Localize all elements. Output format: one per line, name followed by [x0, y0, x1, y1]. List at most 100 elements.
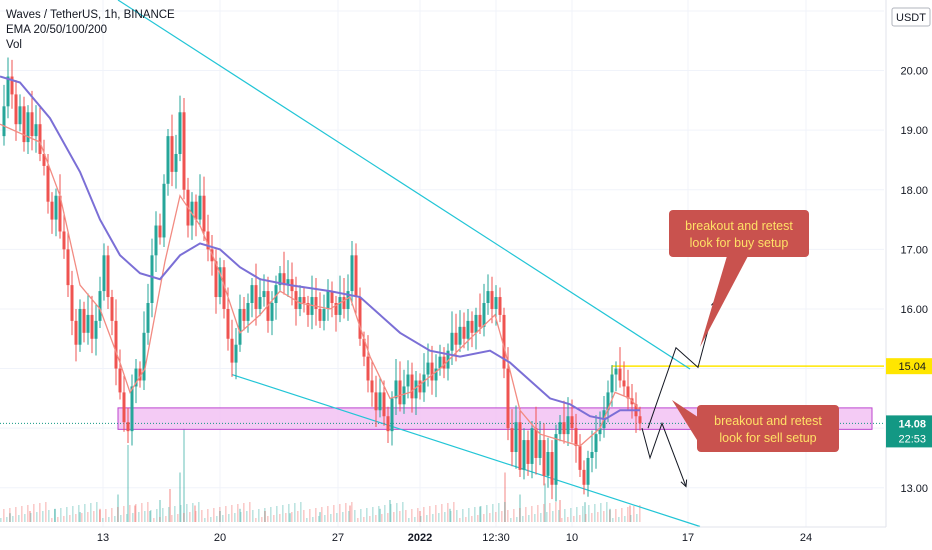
volume-bar: [54, 508, 56, 522]
volume-bar: [258, 509, 260, 522]
candle: [622, 380, 626, 387]
candle: [130, 386, 134, 432]
candle: [330, 291, 334, 303]
volume-bar: [153, 518, 155, 522]
upper-trendline[interactable]: [117, 0, 691, 370]
time-tick-label: 10: [566, 532, 578, 544]
candle: [366, 356, 370, 381]
candle: [246, 303, 250, 321]
volume-bar: [396, 503, 398, 522]
candle: [10, 76, 14, 95]
candle: [302, 297, 306, 303]
volume-bar: [123, 506, 125, 522]
candle: [66, 249, 70, 286]
lower-trendline[interactable]: [231, 373, 701, 528]
time-axis[interactable]: [0, 527, 886, 550]
volume-bar: [159, 500, 161, 522]
volume-bar: [624, 516, 626, 522]
sell-callout[interactable]: breakout and retest look for sell setup: [672, 400, 839, 452]
price-tick-label: 13.00: [900, 483, 928, 495]
volume-bar: [134, 505, 136, 522]
volume-bar: [267, 516, 269, 522]
volume-bar: [300, 502, 302, 522]
candle: [522, 440, 526, 470]
price-tick-label: 19.00: [900, 125, 928, 137]
volume-bar: [108, 517, 110, 522]
volume-bar: [69, 515, 71, 522]
volume-bar: [471, 516, 473, 522]
volume-bar: [96, 502, 98, 522]
candle: [146, 303, 150, 333]
volume-bar: [225, 506, 227, 522]
candle: [118, 368, 122, 393]
candle: [362, 338, 366, 357]
volume-bar: [231, 505, 233, 522]
volume-bar: [90, 503, 92, 522]
volume-bar: [528, 515, 530, 522]
candle: [14, 94, 18, 125]
volume-bar: [588, 505, 590, 522]
volume-bar: [369, 516, 371, 522]
volume-bar: [111, 508, 113, 522]
candle: [390, 398, 394, 432]
volume-bar: [513, 509, 515, 522]
buy-callout[interactable]: breakout and retest look for buy setup: [669, 210, 809, 347]
candle: [138, 368, 142, 381]
candle: [490, 291, 494, 309]
volume-bar: [519, 494, 521, 522]
volume-bar: [582, 506, 584, 522]
volume-bar: [612, 518, 614, 522]
volume-bar: [483, 514, 485, 522]
volume-bar: [474, 507, 476, 522]
candle: [414, 380, 418, 399]
volume-bar: [438, 513, 440, 522]
volume-bar: [606, 502, 608, 522]
candle: [238, 308, 242, 345]
current-price-badge: [886, 415, 932, 448]
candle: [558, 422, 562, 435]
volume-bar: [411, 509, 413, 522]
volume-bar: [479, 506, 481, 522]
volume-bar: [546, 512, 548, 522]
indicator-ema-label[interactable]: EMA 20/50/100/200: [6, 24, 108, 36]
volume-bar: [60, 508, 62, 522]
indicator-volume-label[interactable]: Vol: [6, 39, 22, 51]
price-axis[interactable]: [886, 0, 932, 550]
candle: [234, 344, 238, 363]
ema-fast-line[interactable]: [0, 123, 641, 447]
candle: [550, 452, 554, 485]
volume-bar: [372, 507, 374, 522]
volume-bar: [63, 516, 65, 522]
volume-bar: [315, 508, 317, 522]
candle: [358, 297, 362, 339]
candle: [342, 297, 346, 309]
volume-bar: [504, 472, 506, 522]
candle: [578, 446, 582, 470]
volume-bar: [127, 445, 129, 522]
chart-title[interactable]: Waves / TetherUS, 1h, BINANCE: [6, 9, 175, 21]
candle: [2, 106, 6, 137]
time-tick-label: 17: [682, 532, 694, 544]
candle: [510, 428, 514, 452]
ema-slow-line[interactable]: [0, 75, 640, 421]
volume-bar: [633, 506, 635, 522]
currency-box[interactable]: [891, 7, 931, 27]
candle: [158, 225, 162, 238]
volume-bar: [219, 507, 221, 522]
candle: [350, 255, 354, 292]
volume-bar: [243, 503, 245, 522]
sell-projection-path[interactable]: [641, 421, 687, 487]
volume-bar: [330, 514, 332, 522]
volume-bar: [379, 508, 381, 522]
volume-bar: [486, 505, 488, 522]
buy-callout-line: look for buy setup: [690, 236, 789, 250]
candle: [278, 273, 282, 286]
volume-bar: [78, 505, 80, 522]
candle: [26, 112, 30, 143]
volume-bar: [159, 517, 161, 522]
volume-bar: [366, 508, 368, 522]
candle: [430, 362, 434, 381]
candle: [142, 332, 146, 381]
volume-bar: [149, 511, 151, 522]
